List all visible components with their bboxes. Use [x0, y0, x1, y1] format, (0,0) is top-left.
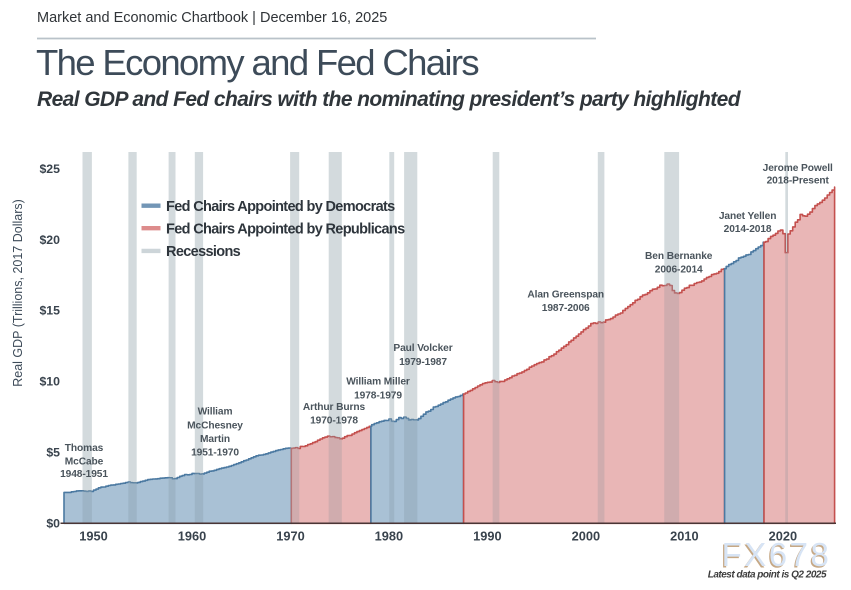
svg-text:$5: $5: [46, 446, 60, 460]
svg-text:$10: $10: [39, 375, 60, 389]
svg-text:McChesney: McChesney: [187, 420, 243, 431]
svg-text:William: William: [198, 407, 233, 418]
svg-text:Alan Greenspan: Alan Greenspan: [527, 289, 604, 300]
svg-text:Thomas: Thomas: [65, 443, 104, 454]
svg-text:McCabe: McCabe: [65, 456, 104, 467]
svg-text:2006-2014: 2006-2014: [655, 265, 703, 276]
svg-text:1950: 1950: [79, 528, 107, 543]
svg-text:Latest data point is Q2 2025: Latest data point is Q2 2025: [708, 570, 827, 581]
svg-text:Martin: Martin: [200, 434, 230, 445]
svg-text:Real GDP (Trillions, 2017 Doll: Real GDP (Trillions, 2017 Dollars): [11, 199, 25, 387]
svg-text:Fed Chairs Appointed by Democr: Fed Chairs Appointed by Democrats: [166, 199, 395, 215]
svg-text:2010: 2010: [670, 528, 698, 543]
svg-text:Real GDP and Fed chairs with t: Real GDP and Fed chairs with the nominat…: [37, 88, 742, 111]
svg-text:1970-1978: 1970-1978: [310, 415, 358, 426]
svg-text:1970: 1970: [276, 528, 304, 543]
svg-text:1948-1951: 1948-1951: [60, 469, 108, 480]
svg-text:1987-2006: 1987-2006: [542, 303, 590, 314]
svg-text:2018-Present: 2018-Present: [767, 176, 830, 187]
svg-text:William Miller: William Miller: [346, 377, 410, 388]
svg-text:Ben Bernanke: Ben Bernanke: [645, 251, 713, 262]
svg-text:Arthur Burns: Arthur Burns: [303, 402, 366, 413]
svg-text:Paul Volcker: Paul Volcker: [393, 343, 452, 354]
svg-text:1979-1987: 1979-1987: [399, 357, 447, 368]
svg-text:$15: $15: [39, 304, 60, 318]
svg-text:$20: $20: [39, 233, 60, 247]
svg-text:1960: 1960: [178, 528, 206, 543]
svg-text:1980: 1980: [375, 528, 403, 543]
svg-text:Fed Chairs Appointed by Republ: Fed Chairs Appointed by Republicans: [166, 221, 405, 237]
svg-text:2014-2018: 2014-2018: [724, 224, 772, 235]
svg-text:$25: $25: [39, 162, 60, 176]
svg-text:$0: $0: [46, 517, 60, 531]
svg-text:2020: 2020: [769, 528, 797, 543]
svg-text:Jerome Powell: Jerome Powell: [763, 163, 833, 174]
svg-text:1978-1979: 1978-1979: [354, 391, 402, 402]
svg-text:The Economy and Fed Chairs: The Economy and Fed Chairs: [36, 42, 478, 83]
svg-text:FX678: FX678: [722, 536, 832, 573]
svg-text:1990: 1990: [473, 528, 501, 543]
svg-text:Market and Economic Chartbook: Market and Economic Chartbook | December…: [37, 10, 387, 26]
svg-text:Janet Yellen: Janet Yellen: [719, 211, 777, 222]
svg-text:Recessions: Recessions: [166, 244, 241, 260]
svg-text:1951-1970: 1951-1970: [191, 448, 239, 459]
svg-text:2000: 2000: [572, 528, 600, 543]
svg-text:FX678: FX678: [720, 537, 830, 574]
